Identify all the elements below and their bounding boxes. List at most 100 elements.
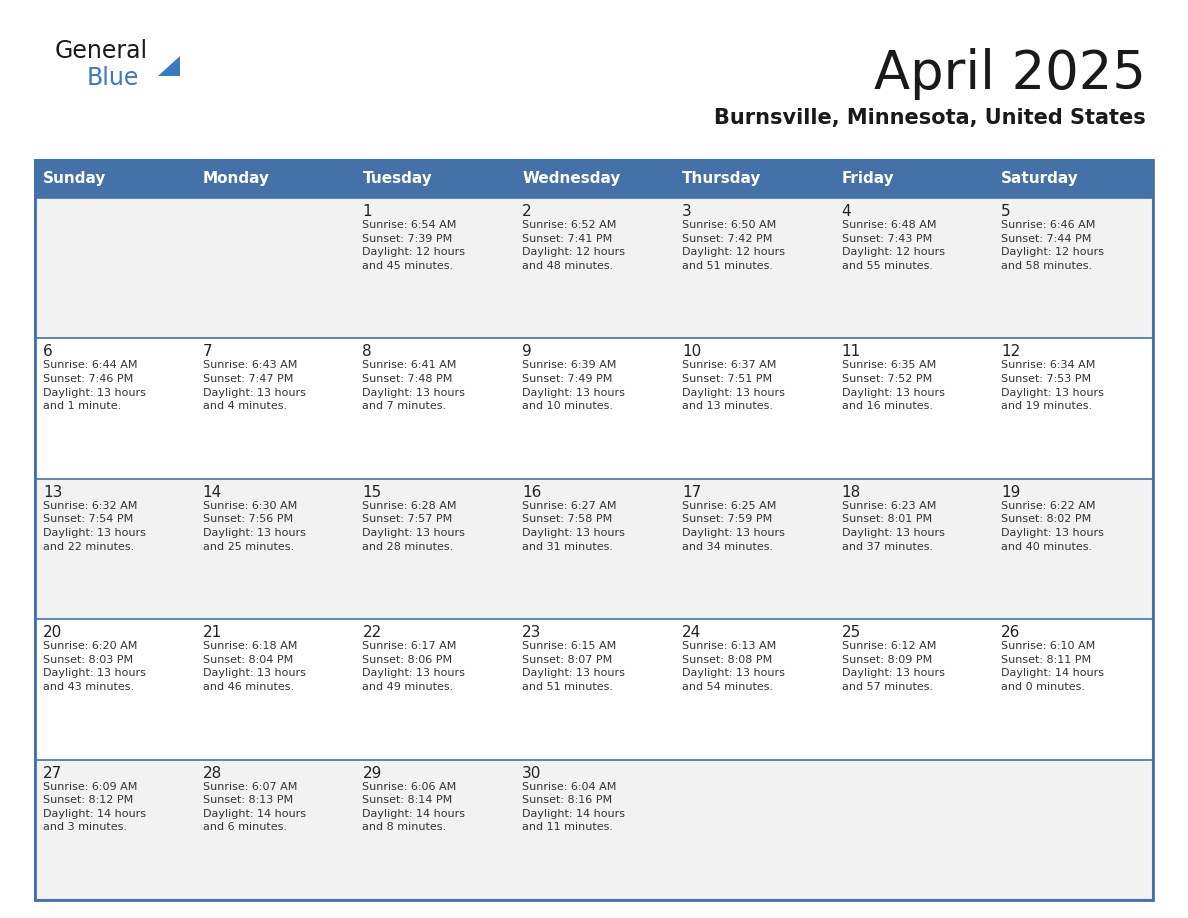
Bar [834, 339, 993, 479]
Text: 13: 13 [43, 485, 63, 499]
Bar [993, 339, 1154, 479]
Text: 16: 16 [523, 485, 542, 499]
Text: Sunrise: 6:48 AM
Sunset: 7:43 PM
Daylight: 12 hours
and 55 minutes.: Sunrise: 6:48 AM Sunset: 7:43 PM Dayligh… [841, 220, 944, 271]
Bar [34, 160, 1154, 900]
Text: Blue: Blue [87, 66, 139, 90]
Text: 2: 2 [523, 204, 532, 219]
Text: Sunrise: 6:43 AM
Sunset: 7:47 PM
Daylight: 13 hours
and 4 minutes.: Sunrise: 6:43 AM Sunset: 7:47 PM Dayligh… [203, 361, 305, 411]
Bar [993, 479, 1154, 620]
Text: 8: 8 [362, 344, 372, 360]
Bar [993, 198, 1154, 339]
Text: Sunrise: 6:41 AM
Sunset: 7:48 PM
Daylight: 13 hours
and 7 minutes.: Sunrise: 6:41 AM Sunset: 7:48 PM Dayligh… [362, 361, 466, 411]
Bar [674, 339, 834, 479]
Text: Sunrise: 6:25 AM
Sunset: 7:59 PM
Daylight: 13 hours
and 34 minutes.: Sunrise: 6:25 AM Sunset: 7:59 PM Dayligh… [682, 501, 785, 552]
Text: 11: 11 [841, 344, 861, 360]
Text: Sunrise: 6:09 AM
Sunset: 8:12 PM
Daylight: 14 hours
and 3 minutes.: Sunrise: 6:09 AM Sunset: 8:12 PM Dayligh… [43, 781, 146, 833]
Text: Tuesday: Tuesday [362, 172, 432, 186]
Bar [514, 620, 674, 759]
Text: Sunrise: 6:28 AM
Sunset: 7:57 PM
Daylight: 13 hours
and 28 minutes.: Sunrise: 6:28 AM Sunset: 7:57 PM Dayligh… [362, 501, 466, 552]
Text: Monday: Monday [203, 172, 270, 186]
Text: Sunrise: 6:50 AM
Sunset: 7:42 PM
Daylight: 12 hours
and 51 minutes.: Sunrise: 6:50 AM Sunset: 7:42 PM Dayligh… [682, 220, 785, 271]
Bar [834, 160, 993, 198]
Polygon shape [158, 56, 181, 76]
Bar [514, 339, 674, 479]
Text: 19: 19 [1001, 485, 1020, 499]
Text: Sunrise: 6:30 AM
Sunset: 7:56 PM
Daylight: 13 hours
and 25 minutes.: Sunrise: 6:30 AM Sunset: 7:56 PM Dayligh… [203, 501, 305, 552]
Bar [354, 759, 514, 900]
Bar [514, 198, 674, 339]
Text: 10: 10 [682, 344, 701, 360]
Bar [34, 198, 195, 339]
Text: 7: 7 [203, 344, 213, 360]
Text: Friday: Friday [841, 172, 895, 186]
Text: Sunrise: 6:54 AM
Sunset: 7:39 PM
Daylight: 12 hours
and 45 minutes.: Sunrise: 6:54 AM Sunset: 7:39 PM Dayligh… [362, 220, 466, 271]
Bar [34, 339, 195, 479]
Bar [354, 479, 514, 620]
Text: Sunrise: 6:04 AM
Sunset: 8:16 PM
Daylight: 14 hours
and 11 minutes.: Sunrise: 6:04 AM Sunset: 8:16 PM Dayligh… [523, 781, 625, 833]
Text: Burnsville, Minnesota, United States: Burnsville, Minnesota, United States [714, 108, 1146, 128]
Bar [354, 160, 514, 198]
Text: Sunrise: 6:13 AM
Sunset: 8:08 PM
Daylight: 13 hours
and 54 minutes.: Sunrise: 6:13 AM Sunset: 8:08 PM Dayligh… [682, 641, 785, 692]
Bar [514, 759, 674, 900]
Bar [514, 160, 674, 198]
Text: 1: 1 [362, 204, 372, 219]
Bar [674, 479, 834, 620]
Text: Sunrise: 6:10 AM
Sunset: 8:11 PM
Daylight: 14 hours
and 0 minutes.: Sunrise: 6:10 AM Sunset: 8:11 PM Dayligh… [1001, 641, 1105, 692]
Bar [354, 620, 514, 759]
Text: 21: 21 [203, 625, 222, 640]
Text: 29: 29 [362, 766, 381, 780]
Bar [34, 759, 195, 900]
Bar [34, 160, 1154, 900]
Text: Sunrise: 6:44 AM
Sunset: 7:46 PM
Daylight: 13 hours
and 1 minute.: Sunrise: 6:44 AM Sunset: 7:46 PM Dayligh… [43, 361, 146, 411]
Bar [354, 339, 514, 479]
Bar [834, 620, 993, 759]
Text: Sunrise: 6:17 AM
Sunset: 8:06 PM
Daylight: 13 hours
and 49 minutes.: Sunrise: 6:17 AM Sunset: 8:06 PM Dayligh… [362, 641, 466, 692]
Text: 3: 3 [682, 204, 691, 219]
Bar [195, 620, 354, 759]
Text: Sunrise: 6:07 AM
Sunset: 8:13 PM
Daylight: 14 hours
and 6 minutes.: Sunrise: 6:07 AM Sunset: 8:13 PM Dayligh… [203, 781, 305, 833]
Bar [195, 759, 354, 900]
Text: Thursday: Thursday [682, 172, 762, 186]
Bar [834, 479, 993, 620]
Bar [993, 759, 1154, 900]
Text: Sunrise: 6:06 AM
Sunset: 8:14 PM
Daylight: 14 hours
and 8 minutes.: Sunrise: 6:06 AM Sunset: 8:14 PM Dayligh… [362, 781, 466, 833]
Text: 9: 9 [523, 344, 532, 360]
Bar [674, 759, 834, 900]
Text: Sunrise: 6:35 AM
Sunset: 7:52 PM
Daylight: 13 hours
and 16 minutes.: Sunrise: 6:35 AM Sunset: 7:52 PM Dayligh… [841, 361, 944, 411]
Text: Sunrise: 6:20 AM
Sunset: 8:03 PM
Daylight: 13 hours
and 43 minutes.: Sunrise: 6:20 AM Sunset: 8:03 PM Dayligh… [43, 641, 146, 692]
Text: 25: 25 [841, 625, 861, 640]
Text: Sunday: Sunday [43, 172, 107, 186]
Text: Sunrise: 6:39 AM
Sunset: 7:49 PM
Daylight: 13 hours
and 10 minutes.: Sunrise: 6:39 AM Sunset: 7:49 PM Dayligh… [523, 361, 625, 411]
Bar [195, 479, 354, 620]
Text: Sunrise: 6:23 AM
Sunset: 8:01 PM
Daylight: 13 hours
and 37 minutes.: Sunrise: 6:23 AM Sunset: 8:01 PM Dayligh… [841, 501, 944, 552]
Bar [195, 198, 354, 339]
Text: 12: 12 [1001, 344, 1020, 360]
Text: Sunrise: 6:15 AM
Sunset: 8:07 PM
Daylight: 13 hours
and 51 minutes.: Sunrise: 6:15 AM Sunset: 8:07 PM Dayligh… [523, 641, 625, 692]
Text: 5: 5 [1001, 204, 1011, 219]
Bar [34, 620, 195, 759]
Bar [993, 620, 1154, 759]
Text: Wednesday: Wednesday [523, 172, 620, 186]
Text: Sunrise: 6:52 AM
Sunset: 7:41 PM
Daylight: 12 hours
and 48 minutes.: Sunrise: 6:52 AM Sunset: 7:41 PM Dayligh… [523, 220, 625, 271]
Text: 27: 27 [43, 766, 62, 780]
Bar [834, 198, 993, 339]
Text: Sunrise: 6:18 AM
Sunset: 8:04 PM
Daylight: 13 hours
and 46 minutes.: Sunrise: 6:18 AM Sunset: 8:04 PM Dayligh… [203, 641, 305, 692]
Text: Sunrise: 6:32 AM
Sunset: 7:54 PM
Daylight: 13 hours
and 22 minutes.: Sunrise: 6:32 AM Sunset: 7:54 PM Dayligh… [43, 501, 146, 552]
Bar [834, 759, 993, 900]
Bar [354, 198, 514, 339]
Bar [993, 160, 1154, 198]
Bar [674, 198, 834, 339]
Text: General: General [55, 39, 148, 63]
Text: April 2025: April 2025 [874, 48, 1146, 100]
Text: Sunrise: 6:12 AM
Sunset: 8:09 PM
Daylight: 13 hours
and 57 minutes.: Sunrise: 6:12 AM Sunset: 8:09 PM Dayligh… [841, 641, 944, 692]
Text: 4: 4 [841, 204, 851, 219]
Text: Sunrise: 6:22 AM
Sunset: 8:02 PM
Daylight: 13 hours
and 40 minutes.: Sunrise: 6:22 AM Sunset: 8:02 PM Dayligh… [1001, 501, 1104, 552]
Bar [195, 160, 354, 198]
Text: 6: 6 [43, 344, 52, 360]
Bar [674, 620, 834, 759]
Text: 20: 20 [43, 625, 62, 640]
Text: 14: 14 [203, 485, 222, 499]
Text: Sunrise: 6:27 AM
Sunset: 7:58 PM
Daylight: 13 hours
and 31 minutes.: Sunrise: 6:27 AM Sunset: 7:58 PM Dayligh… [523, 501, 625, 552]
Text: 26: 26 [1001, 625, 1020, 640]
Bar [34, 160, 195, 198]
